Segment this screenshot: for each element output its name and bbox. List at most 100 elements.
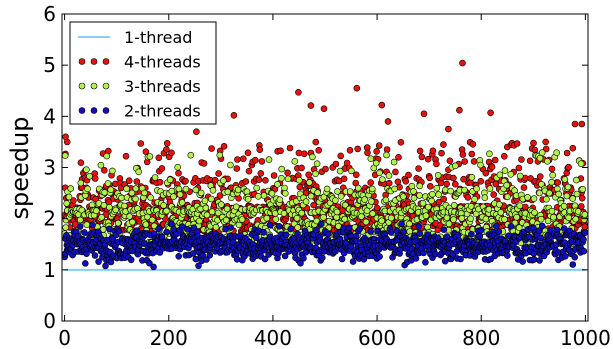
data-point: [379, 176, 386, 183]
data-point: [420, 110, 428, 118]
data-point: [492, 180, 500, 188]
data-point: [146, 153, 154, 160]
data-point: [468, 174, 476, 181]
data-point: [553, 149, 561, 156]
data-point: [451, 180, 459, 188]
data-point: [469, 141, 477, 148]
data-point: [542, 138, 550, 146]
data-point: [390, 158, 398, 166]
data-point: [546, 189, 553, 197]
data-point: [405, 171, 412, 179]
data-point: [362, 218, 370, 226]
data-point: [513, 140, 521, 147]
data-point: [445, 125, 452, 133]
data-point: [456, 106, 463, 114]
data-point: [563, 192, 571, 200]
data-point: [313, 217, 320, 225]
data-point: [440, 195, 448, 203]
data-point: [195, 262, 202, 270]
data-point: [373, 204, 381, 212]
data-point: [214, 209, 222, 217]
data-point: [569, 261, 577, 268]
y-tick-label: 3: [43, 156, 56, 180]
data-point: [367, 228, 375, 235]
data-point: [491, 156, 499, 164]
data-point: [435, 198, 443, 206]
data-point: [314, 189, 321, 196]
data-point: [399, 193, 407, 200]
data-point: [332, 197, 339, 204]
data-point: [459, 59, 466, 67]
data-point: [490, 191, 498, 198]
data-point: [91, 175, 99, 182]
data-point: [270, 172, 278, 179]
data-point: [114, 219, 122, 227]
data-point: [340, 175, 348, 183]
legend-label: 3-threads: [124, 77, 201, 96]
data-point: [486, 150, 493, 158]
data-point: [104, 180, 112, 187]
data-point: [252, 234, 260, 241]
y-tick-label: 2: [43, 207, 56, 231]
data-point: [218, 201, 225, 208]
data-point: [233, 203, 240, 211]
data-point: [293, 214, 301, 222]
data-point: [467, 215, 474, 222]
data-point: [434, 172, 442, 179]
data-point: [112, 206, 119, 214]
x-tick-label: 800: [462, 326, 500, 349]
data-point: [429, 147, 437, 155]
data-point: [420, 249, 427, 257]
data-point: [488, 163, 496, 171]
data-point: [265, 156, 273, 163]
data-point: [276, 196, 284, 203]
data-point: [148, 216, 156, 224]
data-point: [492, 222, 500, 230]
data-point: [123, 185, 130, 193]
data-point: [150, 263, 157, 271]
data-point: [348, 167, 355, 175]
data-point: [581, 211, 589, 218]
data-point: [322, 165, 329, 173]
data-point: [397, 139, 405, 146]
data-point: [212, 223, 220, 231]
data-point: [461, 158, 469, 165]
data-point: [503, 181, 511, 189]
data-point: [406, 220, 413, 228]
legend-marker: [90, 58, 98, 65]
data-point: [141, 189, 148, 197]
y-tick-label: 6: [43, 2, 56, 26]
data-point: [260, 229, 267, 236]
data-point: [253, 184, 261, 192]
data-point: [317, 220, 325, 228]
legend: 1-thread 4-threads 3-threads 2-threads: [69, 21, 217, 125]
data-point: [142, 148, 150, 155]
data-point: [182, 177, 189, 185]
data-point: [580, 236, 587, 243]
data-point: [382, 196, 390, 204]
data-point: [367, 155, 375, 162]
data-point: [424, 155, 432, 163]
data-point: [176, 191, 184, 198]
data-point: [376, 253, 383, 260]
legend-marker: [102, 107, 110, 114]
data-point: [571, 253, 579, 261]
data-point: [416, 182, 424, 190]
data-point: [443, 214, 451, 221]
data-point: [320, 214, 327, 221]
data-point: [208, 208, 216, 215]
data-point: [578, 194, 586, 202]
data-point: [166, 176, 174, 183]
data-point: [163, 228, 170, 236]
data-point: [526, 157, 534, 165]
legend-marker: [78, 82, 86, 90]
data-point: [142, 221, 150, 228]
data-point: [451, 162, 459, 170]
data-point: [481, 194, 489, 201]
data-point: [473, 185, 480, 192]
data-point: [391, 185, 398, 193]
x-tick-labels: 0 200 400 600 800 1000: [58, 326, 611, 349]
data-point: [580, 247, 588, 255]
data-point: [345, 224, 353, 232]
data-point: [337, 193, 345, 200]
